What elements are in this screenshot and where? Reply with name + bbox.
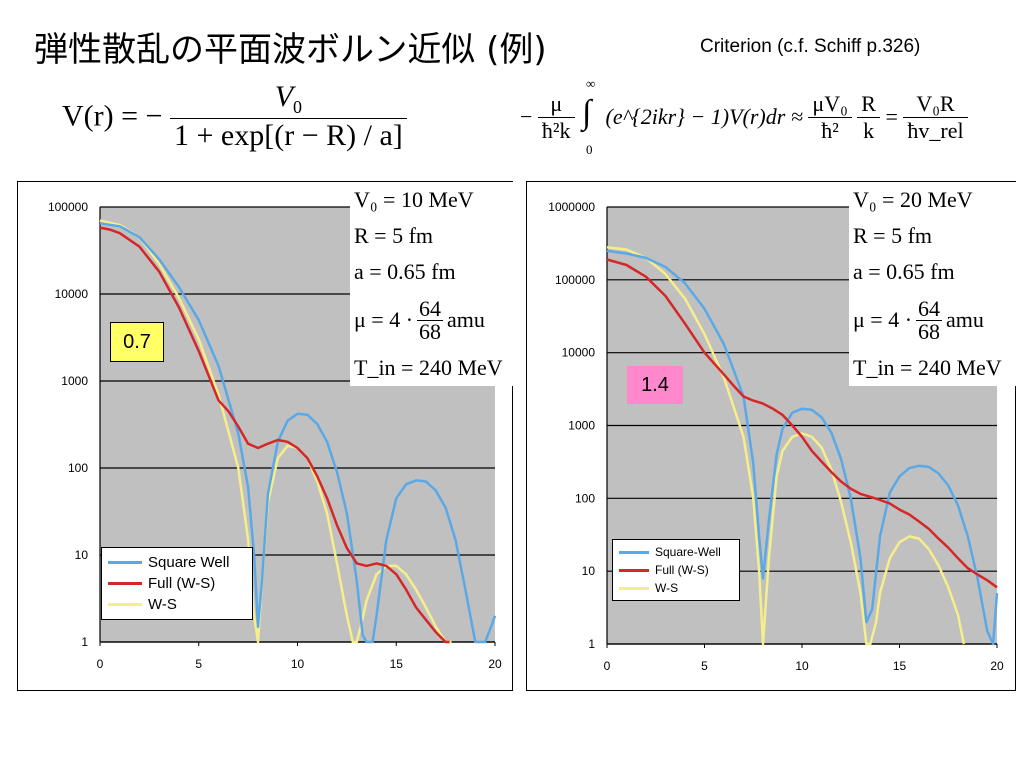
- y-tick-label: 1: [81, 635, 88, 649]
- param-r: R = 5 fm: [853, 223, 933, 248]
- legend-item: Full (W-S): [613, 561, 739, 579]
- x-tick-label: 5: [701, 659, 708, 673]
- x-tick-label: 10: [795, 659, 809, 673]
- x-tick-label: 20: [488, 657, 502, 671]
- legend-item: Square-Well: [613, 543, 739, 561]
- legend-item: W-S: [102, 594, 252, 615]
- crit-integrand: (e^{2ikr} − 1)V(r)dr ≈: [605, 104, 803, 129]
- y-tick-label: 100: [575, 491, 595, 505]
- y-tick-label: 10000: [562, 346, 596, 360]
- formula-denominator: 1 + exp[(r − R) / a]: [173, 119, 403, 152]
- ratio-badge-left: 0.7: [110, 322, 164, 362]
- legend-item: Full (W-S): [102, 573, 252, 594]
- param-v0: V₀ = 10 MeV: [354, 187, 474, 212]
- woods-saxon-formula: V(r) = − V0 1 + exp[(r − R) / a]: [62, 80, 407, 153]
- x-tick-label: 5: [195, 657, 202, 671]
- param-a: a = 0.65 fm: [354, 259, 456, 284]
- param-tin: T_in = 240 MeV: [354, 355, 503, 380]
- params-box-left: V₀ = 10 MeV R = 5 fm a = 0.65 fm μ = 4 ·…: [350, 182, 516, 386]
- param-v0: V₀ = 20 MeV: [853, 187, 973, 212]
- chart-frame-left: 1 10 100 1000 10000 100000 0 5 10 15 20 V₀ = 10 Me…: [17, 181, 516, 691]
- crit-minus: −: [520, 104, 533, 129]
- y-tick-label: 100: [68, 461, 88, 475]
- param-mu: μ = 4 · 64 68 amu: [853, 295, 984, 344]
- formula-numerator: V: [274, 80, 294, 113]
- formula-lhs: V(r) = −: [62, 99, 163, 133]
- series-line-full-w-s-: [606, 258, 998, 589]
- param-tin: T_in = 240 MeV: [853, 355, 1002, 380]
- integral-sign: ∞ ∫ 0: [582, 76, 596, 157]
- param-a: a = 0.65 fm: [853, 259, 955, 284]
- legend-right: Square-Well Full (W-S) W-S: [612, 539, 740, 601]
- crit-frac3: R k: [857, 91, 880, 144]
- param-mu: μ = 4 · 64 68 amu: [354, 295, 485, 344]
- legend-left: Square Well Full (W-S) W-S: [101, 547, 253, 620]
- y-tick-label: 10: [582, 564, 596, 578]
- y-tick-label: 100000: [555, 273, 595, 287]
- y-tick-label: 1: [588, 637, 595, 651]
- x-tick-label: 0: [604, 659, 611, 673]
- params-box-right: V₀ = 20 MeV R = 5 fm a = 0.65 fm μ = 4 ·…: [849, 182, 1019, 386]
- legend-item: Square Well: [102, 552, 252, 573]
- legend-item: W-S: [613, 579, 739, 597]
- y-tick-label: 1000: [61, 374, 88, 388]
- criterion-label: Criterion (c.f. Schiff p.326): [700, 36, 921, 57]
- series-line-square-well: [606, 249, 999, 646]
- y-tick-label: 10000: [55, 287, 89, 301]
- crit-frac4: V₀R ħv_rel: [903, 91, 968, 144]
- y-tick-label: 100000: [48, 200, 88, 214]
- y-tick-label: 1000000: [548, 200, 595, 214]
- formula-fraction: V0 1 + exp[(r − R) / a]: [169, 80, 407, 153]
- x-tick-label: 10: [291, 657, 305, 671]
- crit-frac2: μV₀ ħ²: [808, 91, 852, 144]
- series-line-full-w-s-: [99, 226, 450, 644]
- ratio-badge-right: 1.4: [627, 366, 683, 404]
- y-tick-label: 1000: [568, 419, 595, 433]
- y-tick-label: 10: [75, 548, 89, 562]
- x-tick-label: 0: [97, 657, 104, 671]
- formula-numerator-sub: 0: [293, 97, 303, 117]
- param-r: R = 5 fm: [354, 223, 434, 248]
- criterion-formula: − μ ħ²k ∞ ∫ 0 (e^{2ikr} − 1)V(r)dr ≈ μV₀…: [520, 76, 968, 157]
- crit-frac1: μ ħ²k: [537, 91, 575, 144]
- series-line-w-s: [606, 246, 966, 646]
- series-line-square-well: [99, 222, 497, 644]
- chart-frame-right: 1 10 100 1000 10000 100000 1000000 0 5 10 15 20 V₀ …: [526, 181, 1019, 691]
- x-tick-label: 20: [990, 659, 1004, 673]
- x-tick-label: 15: [390, 657, 404, 671]
- x-tick-label: 15: [893, 659, 907, 673]
- slide-title: 弾性散乱の平面波ボルン近似 (例): [34, 30, 547, 70]
